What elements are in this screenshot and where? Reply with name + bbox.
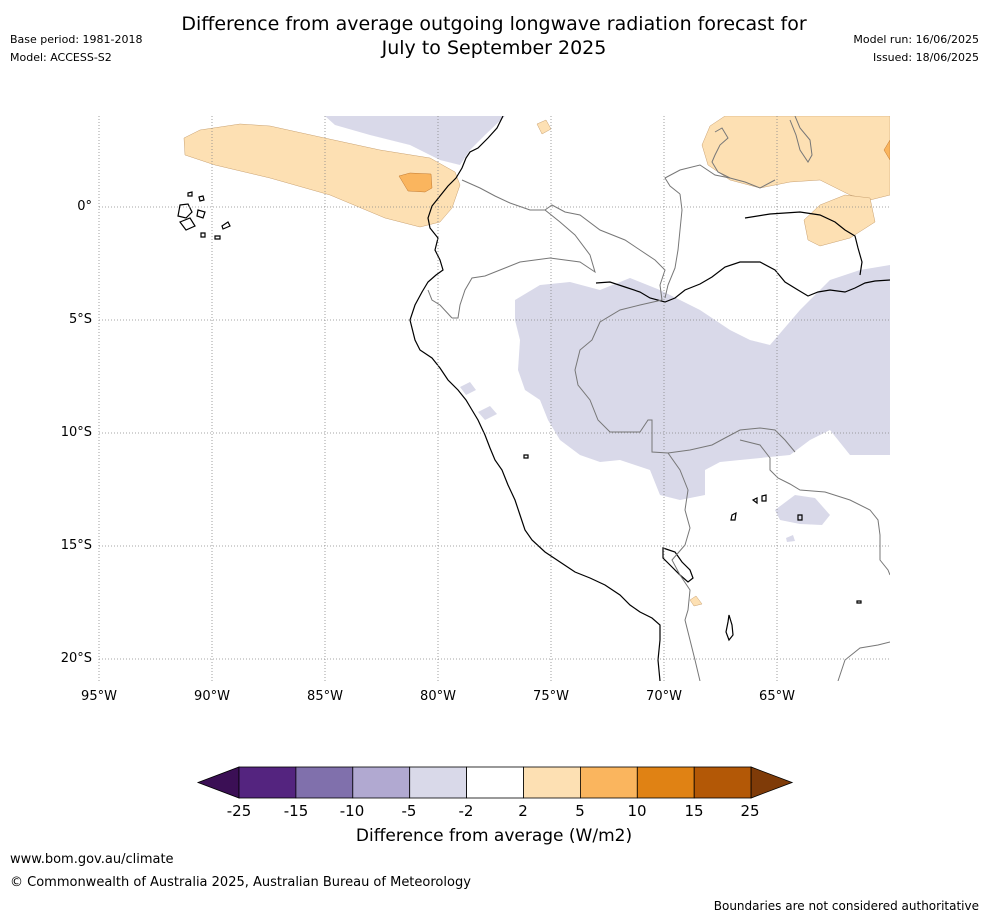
anomaly-region-amazon xyxy=(515,265,890,500)
lon-label-95w: 95°W xyxy=(81,689,117,704)
lat-label-15s: 15°S xyxy=(60,538,92,553)
colorbar-tick-label: -15 xyxy=(283,802,309,820)
model-label: Model: ACCESS-S2 xyxy=(10,51,112,64)
title-line-2: July to September 2025 xyxy=(381,37,607,59)
anomaly-region-pacific xyxy=(183,123,461,228)
anomaly-region-north xyxy=(325,116,505,165)
lon-label-90w: 90°W xyxy=(194,689,230,704)
copyright-notice: © Commonwealth of Australia 2025, Austra… xyxy=(10,875,471,890)
colorbar-segment xyxy=(579,766,638,799)
boundaries-disclaimer: Boundaries are not considered authoritat… xyxy=(713,899,979,913)
lon-label-75w: 75°W xyxy=(533,689,569,704)
gridlines xyxy=(99,116,890,681)
lon-label-85w: 85°W xyxy=(307,689,343,704)
colorbar-segment xyxy=(693,766,752,799)
strong-positive-anomaly-regions xyxy=(398,139,890,193)
colorbar-tick-label: 15 xyxy=(684,802,704,820)
anomaly-region-east-edge xyxy=(883,139,890,161)
title-line-1: Difference from average outgoing longwav… xyxy=(181,13,807,35)
colorbar xyxy=(196,766,794,799)
colorbar-segment xyxy=(466,766,524,799)
colorbar-extension-low xyxy=(196,766,240,799)
lon-label-65w: 65°W xyxy=(759,689,795,704)
colorbar-title: Difference from average (W/m2) xyxy=(355,826,633,846)
anomaly-region-southeast xyxy=(775,495,830,525)
anomaly-region-small-4 xyxy=(536,119,552,135)
colorbar-extension-high xyxy=(750,766,794,799)
country-borders xyxy=(427,116,890,681)
colorbar-tick-label: 10 xyxy=(627,802,647,820)
colorbar-segment xyxy=(523,766,581,799)
anomaly-region-small-5 xyxy=(689,595,703,607)
negative-anomaly-regions xyxy=(325,116,890,542)
lon-label-80w: 80°W xyxy=(420,689,456,704)
colorbar-segment xyxy=(295,766,354,799)
anomaly-region-small-1 xyxy=(478,406,497,420)
colorbar-segment xyxy=(636,766,695,799)
colorbar-tick-label: -2 xyxy=(458,802,474,820)
colorbar-segment xyxy=(238,766,297,799)
base-period-label: Base period: 1981-2018 xyxy=(10,33,143,46)
colorbar-tick-label: 5 xyxy=(575,802,585,820)
lat-label-5s: 5°S xyxy=(68,312,92,327)
lat-label-20s: 20°S xyxy=(60,651,92,666)
colorbar-tick-label: 2 xyxy=(518,802,528,820)
colorbar-segment xyxy=(352,766,411,799)
page-title: Difference from average outgoing longwav… xyxy=(0,12,988,60)
anomaly-region-caribbean xyxy=(701,116,890,201)
colorbar-tick-label: -10 xyxy=(339,802,365,820)
positive-anomaly-regions xyxy=(183,116,890,607)
coastline xyxy=(177,116,890,681)
anomaly-region-small-2 xyxy=(460,382,476,395)
lat-label-10s: 10°S xyxy=(60,425,92,440)
colorbar-tick-label: 25 xyxy=(740,802,760,820)
anomaly-region-guiana xyxy=(803,194,876,247)
model-run-label: Model run: 16/06/2025 xyxy=(853,33,979,46)
lon-label-70w: 70°W xyxy=(646,689,682,704)
issued-label: Issued: 18/06/2025 xyxy=(872,51,979,64)
colorbar-segment xyxy=(409,766,467,799)
colorbar-tick-label: -25 xyxy=(226,802,252,820)
anomaly-region-small-3 xyxy=(786,535,795,542)
website-url[interactable]: www.bom.gov.au/climate xyxy=(10,852,174,867)
lat-label-0: 0° xyxy=(77,199,92,214)
colorbar-tick-label: -5 xyxy=(401,802,417,820)
anomaly-region-offshore-ecuador xyxy=(398,172,433,193)
